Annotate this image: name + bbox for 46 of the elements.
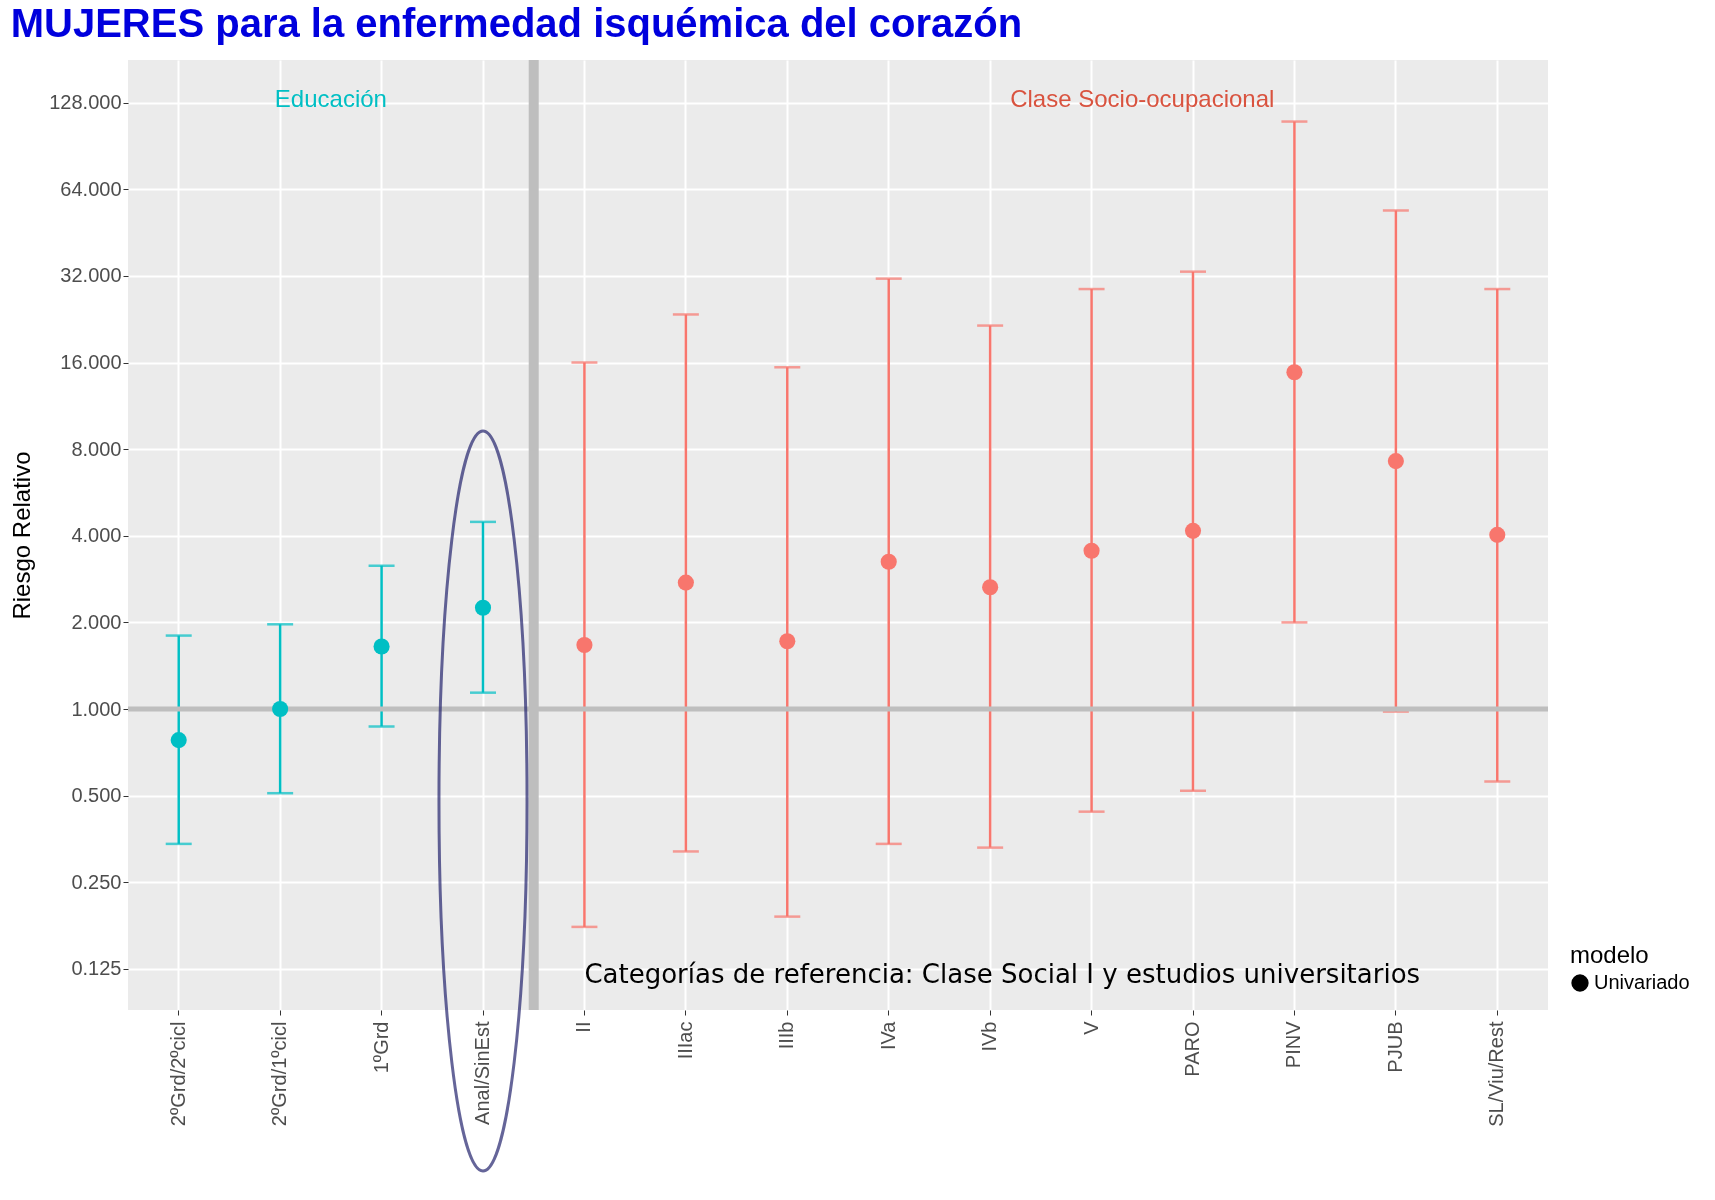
point <box>576 636 593 653</box>
y-tick-label: 128.000 <box>49 91 122 114</box>
x-tick-label: PARO <box>1181 1021 1203 1077</box>
y-tick-label: 1.000 <box>71 697 122 720</box>
annotation: Educación <box>274 85 387 112</box>
point <box>1489 526 1506 543</box>
point <box>779 633 796 650</box>
y-tick-label: 32.000 <box>60 264 122 287</box>
point <box>982 579 999 596</box>
text: Univariado <box>1594 971 1690 993</box>
x-tick-label: 2ºGrd/1ºcicl <box>268 1021 291 1127</box>
annotation: Categorías de referencia: Clase Social I y estudios universitarios <box>584 959 1421 989</box>
x-tick-label: 2ºGrd/2ºcicl <box>166 1021 189 1127</box>
annotation: Clase Socio-ocupacional <box>1010 85 1275 112</box>
y-tick-label: 0.250 <box>71 870 122 893</box>
chart-title: MUJERES para la enfermedad isquémica del corazón <box>10 1 1023 45</box>
point <box>474 599 492 616</box>
y-tick-label: 8.000 <box>71 437 122 460</box>
x-tick-label: IVb <box>978 1021 1001 1052</box>
y-tick-label: 16.000 <box>60 351 122 374</box>
point <box>272 701 289 718</box>
y-tick-label: 0.500 <box>71 784 122 807</box>
y-tick-label: 4.000 <box>71 524 122 547</box>
point <box>880 553 897 570</box>
x-tick-label: PINV <box>1282 1020 1305 1069</box>
x-tick-label: 1ºGrd <box>369 1021 392 1074</box>
point <box>1286 364 1303 381</box>
x-tick-label: Anal/SinEst <box>471 1021 493 1125</box>
y-axis-title: Riesgo Relativo <box>8 451 36 620</box>
y-tick-label: 0.125 <box>71 957 122 980</box>
x-tick-label: IVa <box>876 1020 899 1051</box>
x-tick-label: PJUB <box>1383 1021 1406 1073</box>
point <box>677 574 694 591</box>
point <box>170 732 187 749</box>
x-tick-label: IIIac <box>673 1021 696 1060</box>
x-tick-label: V <box>1079 1020 1102 1035</box>
point <box>1387 453 1404 470</box>
x-tick-label: IIIb <box>775 1021 798 1050</box>
y-tick-label: 2.000 <box>71 610 122 633</box>
y-tick-label: 64.000 <box>60 177 122 200</box>
x-tick-label: II <box>572 1021 595 1033</box>
point <box>373 638 390 655</box>
legend-title: modelo <box>1570 941 1649 968</box>
point <box>1083 542 1100 559</box>
point <box>1184 522 1202 539</box>
x-tick-label: SL/Viu/Rest <box>1485 1021 1508 1127</box>
